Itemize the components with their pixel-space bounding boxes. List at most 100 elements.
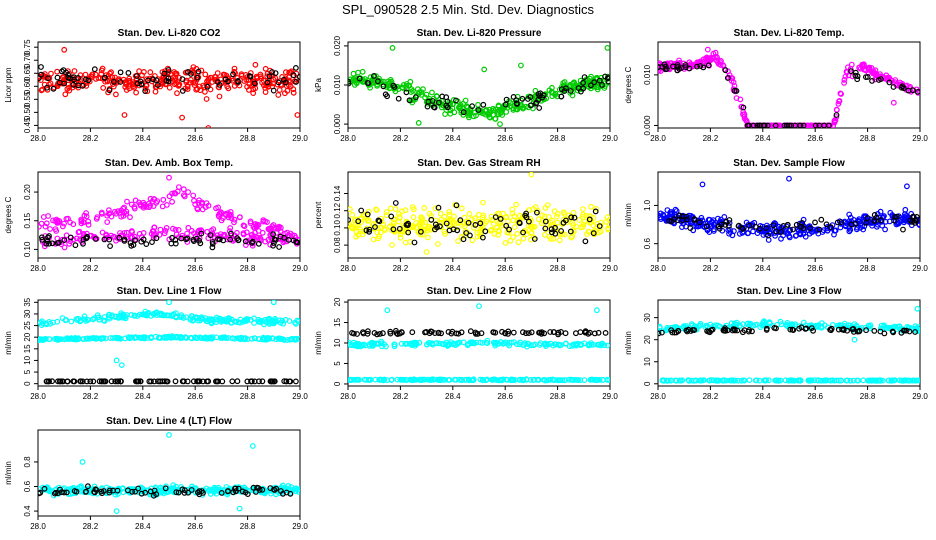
- data-point-secondary: [172, 334, 179, 341]
- y-tick-label: 0.45: [23, 117, 32, 133]
- data-point-outlier: [481, 66, 488, 73]
- data-point: [402, 207, 409, 214]
- data-point-black: [519, 95, 526, 102]
- data-point: [418, 89, 425, 95]
- data-point-black: [505, 328, 512, 335]
- data-point-black: [864, 74, 871, 80]
- data-point-black: [273, 485, 280, 492]
- data-point-secondary: [435, 376, 442, 383]
- data-point: [471, 224, 477, 231]
- data-point-black: [591, 330, 598, 337]
- data-point-secondary: [911, 377, 918, 384]
- data-point-black: [764, 325, 770, 332]
- x-tick-label: 28.8: [860, 264, 876, 273]
- chart-title: Stan. Dev. Li-820 CO2: [118, 28, 221, 39]
- data-point-black: [658, 64, 661, 70]
- data-point-black: [756, 225, 763, 232]
- data-point: [359, 68, 366, 75]
- data-point-black: [722, 328, 729, 334]
- data-point: [867, 67, 874, 74]
- data-point: [754, 230, 761, 237]
- data-point-black: [578, 88, 584, 95]
- data-point: [472, 215, 478, 222]
- y-tick-label: 35: [23, 297, 32, 306]
- data-point: [872, 76, 878, 83]
- data-point: [205, 202, 212, 209]
- data-point-black: [816, 122, 823, 128]
- x-tick-label: 28.2: [703, 134, 719, 143]
- chart-panel-5: Stan. Dev. Gas Stream RH percent 28.0 28.2 2…: [314, 158, 618, 273]
- x-tick-label: 28.0: [340, 264, 356, 273]
- data-point: [795, 122, 801, 128]
- x-tick-label: 29.0: [292, 134, 308, 143]
- data-point: [546, 214, 552, 220]
- data-point: [101, 318, 108, 324]
- data-point-black: [675, 328, 682, 335]
- data-point: [658, 67, 662, 74]
- data-point-black: [492, 214, 499, 221]
- y-tick-label: 5: [333, 361, 342, 366]
- data-point-black: [528, 329, 535, 336]
- data-point-black: [146, 378, 153, 385]
- data-point-black: [778, 228, 785, 235]
- data-point-secondary: [512, 377, 518, 383]
- data-point-secondary: [72, 336, 79, 343]
- data-point-black: [349, 330, 355, 336]
- data-point-black: [789, 326, 796, 333]
- data-point: [218, 210, 225, 217]
- data-point-secondary: [667, 377, 674, 384]
- data-point: [895, 220, 902, 227]
- x-tick-label: 28.6: [187, 134, 203, 143]
- data-point: [132, 197, 139, 204]
- data-point: [124, 198, 130, 205]
- data-point: [520, 235, 527, 242]
- data-point: [568, 234, 575, 241]
- data-point-black: [156, 378, 163, 385]
- data-point: [105, 207, 112, 214]
- data-point-black: [497, 215, 504, 222]
- data-point-black: [44, 84, 50, 91]
- data-point-black: [200, 490, 206, 496]
- data-point-black: [525, 330, 532, 337]
- data-point-black: [906, 328, 913, 335]
- data-point: [447, 107, 454, 114]
- data-point: [856, 64, 862, 71]
- y-tick-label: 20: [333, 297, 342, 306]
- x-tick-label: 28.8: [240, 392, 256, 401]
- data-point-black: [181, 487, 188, 494]
- data-point-black: [590, 230, 597, 237]
- data-point-black: [435, 204, 442, 211]
- data-point-black: [209, 244, 216, 251]
- data-point-secondary: [416, 376, 423, 383]
- x-tick-label: 28.6: [807, 392, 823, 401]
- x-tick-label: 28.4: [755, 134, 771, 143]
- data-point: [553, 213, 560, 220]
- chart-panel-9: Stan. Dev. Line 3 Flow ml/min 28.0 28.2 28.4…: [624, 286, 928, 401]
- data-point-black: [164, 378, 171, 385]
- x-tick-label: 28.0: [30, 264, 46, 273]
- chart-title: Stan. Dev. Line 3 Flow: [737, 286, 842, 297]
- data-point-black: [207, 232, 214, 239]
- data-point-secondary: [568, 376, 574, 383]
- data-point: [409, 204, 416, 211]
- data-point-black: [244, 378, 251, 385]
- data-point-black: [149, 239, 155, 246]
- data-point-secondary: [575, 377, 581, 384]
- data-point-outlier: [236, 505, 243, 512]
- data-point-black: [127, 240, 134, 246]
- data-point-black: [230, 489, 237, 496]
- data-point: [61, 220, 67, 227]
- y-tick-label: 0.6: [23, 480, 32, 492]
- data-point: [40, 214, 47, 220]
- data-point-secondary: [797, 377, 804, 384]
- data-point-black: [460, 236, 467, 243]
- data-point-black: [190, 378, 197, 385]
- data-point-black: [604, 75, 610, 82]
- x-tick-label: 28.8: [550, 264, 566, 273]
- data-point-black: [161, 70, 168, 77]
- y-axis-label: ml/min: [4, 461, 13, 485]
- data-point-black: [563, 85, 569, 92]
- data-point: [502, 214, 509, 221]
- data-point: [870, 68, 877, 75]
- data-point-black: [510, 329, 517, 336]
